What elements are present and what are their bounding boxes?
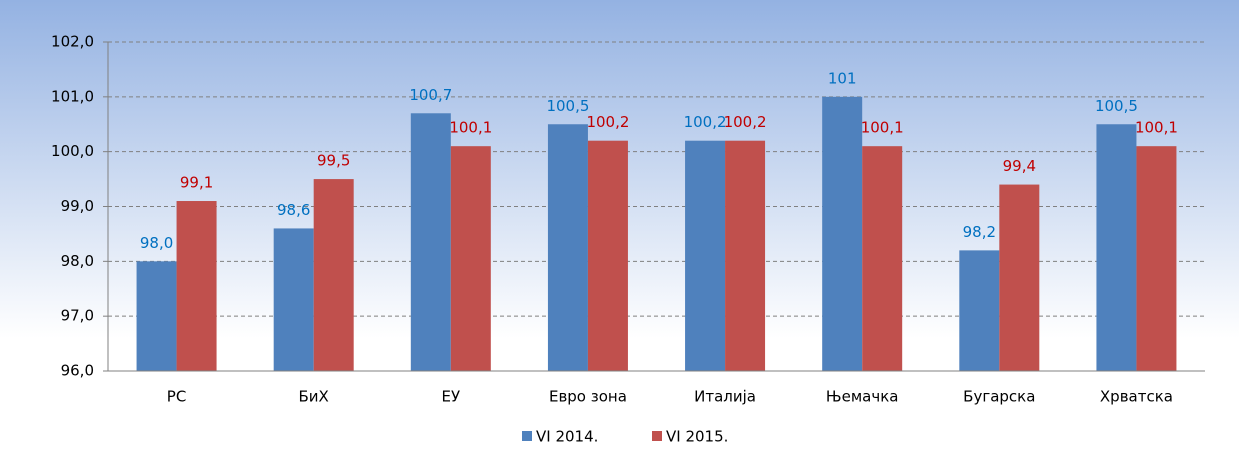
bar [999, 184, 1040, 371]
x-tick-label: РС [167, 388, 187, 406]
bar [136, 261, 177, 371]
value-label: 101 [828, 69, 857, 87]
value-label: 98,0 [140, 234, 173, 252]
bar [725, 140, 766, 371]
value-label: 100,1 [861, 119, 904, 137]
bar [587, 140, 628, 371]
bar [862, 146, 903, 371]
bar [547, 124, 588, 371]
bar [959, 250, 1000, 371]
x-tick-label: Хрватска [1100, 388, 1173, 406]
legend-label: VI 2014. [536, 428, 598, 446]
bar [685, 140, 726, 371]
legend-swatch [522, 431, 532, 441]
value-label: 98,2 [963, 223, 996, 241]
value-label: 100,1 [1135, 119, 1178, 137]
value-label: 100,7 [409, 86, 452, 104]
y-tick-label: 102,0 [51, 33, 94, 51]
value-label: 100,1 [449, 119, 492, 137]
bar [822, 96, 863, 371]
y-tick-label: 98,0 [61, 252, 94, 270]
bar [450, 146, 491, 371]
value-label: 100,2 [724, 113, 767, 131]
y-tick-label: 101,0 [51, 87, 94, 105]
y-tick-label: 97,0 [61, 307, 94, 325]
value-label: 99,1 [180, 174, 213, 192]
value-label: 100,2 [684, 113, 727, 131]
x-tick-label: Евро зона [549, 388, 627, 406]
bar [410, 113, 451, 372]
bar [1136, 146, 1177, 371]
value-label: 98,6 [277, 201, 310, 219]
bar [273, 228, 314, 371]
x-tick-label: ЕУ [442, 388, 461, 406]
y-tick-label: 96,0 [61, 362, 94, 380]
legend-swatch [652, 431, 662, 441]
x-tick-label: БиХ [299, 388, 329, 406]
x-tick-label: Њемачка [826, 388, 899, 406]
value-label: 99,5 [317, 152, 350, 170]
value-label: 100,5 [546, 97, 589, 115]
bar [176, 201, 217, 371]
value-label: 100,2 [586, 113, 629, 131]
bar [313, 179, 354, 371]
x-tick-label: Бугарска [963, 388, 1035, 406]
bar [1096, 124, 1137, 371]
y-tick-label: 99,0 [61, 197, 94, 215]
x-tick-label: Италија [694, 388, 756, 406]
legend-label: VI 2015. [666, 428, 728, 446]
y-tick-label: 100,0 [51, 142, 94, 160]
value-label: 99,4 [1003, 157, 1036, 175]
value-label: 100,5 [1095, 97, 1138, 115]
